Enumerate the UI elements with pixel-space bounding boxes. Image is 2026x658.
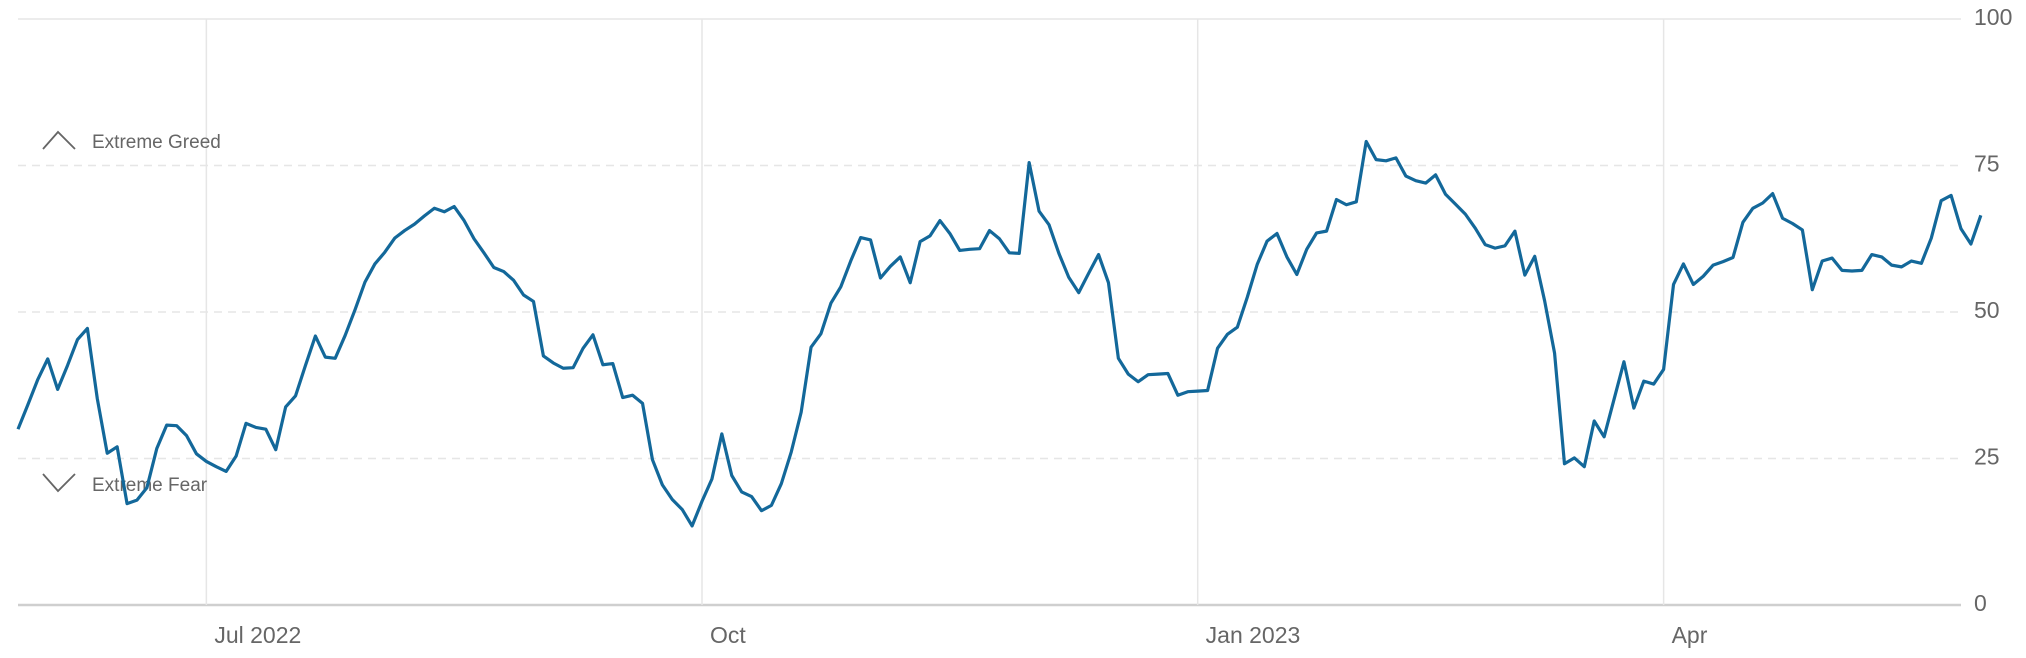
x-tick-label: Oct — [710, 622, 746, 648]
grid — [18, 18, 1961, 607]
greed-label: Extreme Greed — [92, 132, 221, 153]
fear-chevron — [42, 473, 76, 493]
y-tick-label: 100 — [1974, 4, 2012, 30]
line — [16, 139, 1983, 528]
x-tick-label: Jan 2023 — [1206, 622, 1301, 648]
x-tick-label: Apr — [1672, 622, 1708, 648]
greed-chevron — [42, 130, 76, 150]
y-tick-label: 75 — [1974, 151, 2000, 177]
x-tick-label: Jul 2022 — [214, 622, 301, 648]
y-tick-label: 50 — [1974, 297, 2000, 323]
fear-label: Extreme Fear — [92, 475, 208, 496]
y-tick-label: 25 — [1974, 444, 2000, 470]
y-tick-label: 0 — [1974, 590, 1987, 616]
